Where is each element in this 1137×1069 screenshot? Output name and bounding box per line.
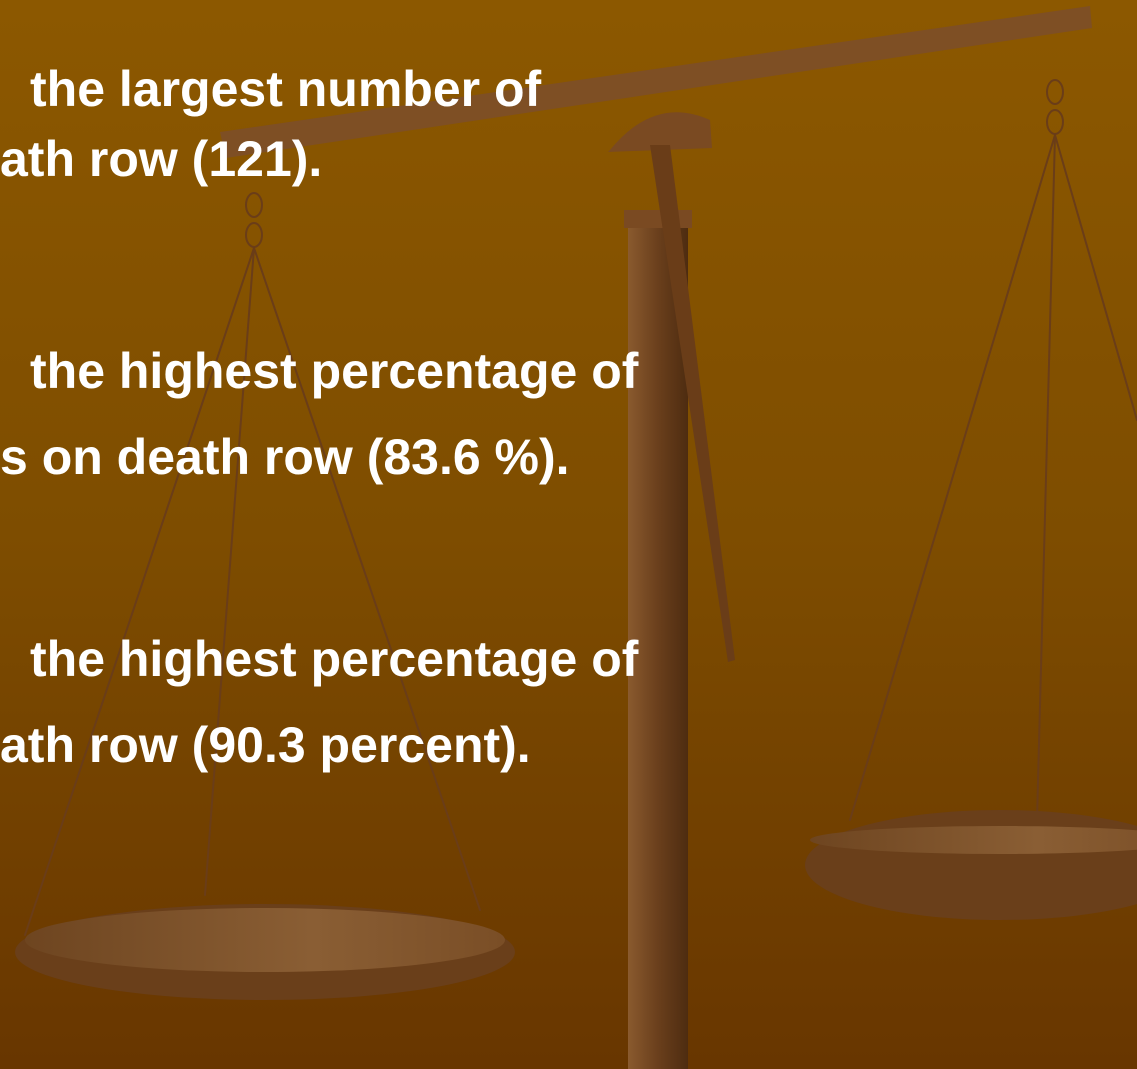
left-pan-inner [25,908,505,972]
text-line: s on death row (83.6 %). [0,429,570,485]
text-line: the highest percentage of [30,343,639,399]
slide: the largest number of ath row (121). the… [0,0,1137,1069]
text-line: ath row (90.3 percent). [0,717,531,773]
post-cap [624,210,692,228]
text-line: the highest percentage of [30,631,639,687]
text-line: ath row (121). [0,131,322,187]
text-line: the largest number of [30,61,542,117]
